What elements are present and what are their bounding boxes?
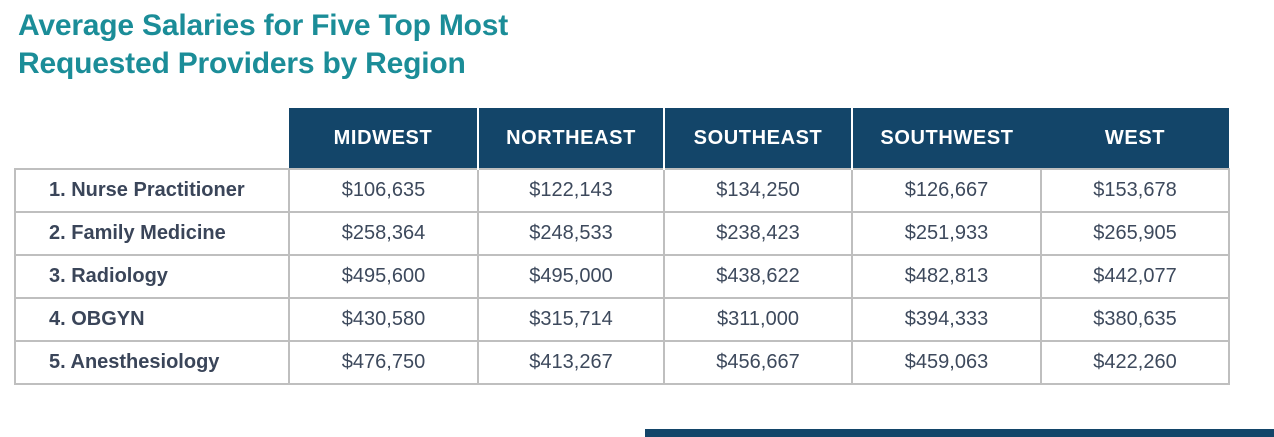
- salary-cell: $311,000: [663, 297, 853, 342]
- page-title-line1: Average Salaries for Five Top Most: [18, 9, 509, 42]
- cutoff-navy-bar: [645, 429, 1274, 437]
- table-row: 5. Anesthesiology $476,750 $413,267 $456,66…: [14, 340, 1230, 385]
- salary-cell: $153,678: [1040, 168, 1230, 213]
- salary-cell: $248,533: [477, 211, 665, 256]
- region-header-northeast: NORTHEAST: [478, 108, 665, 169]
- salary-cell: $495,600: [288, 254, 479, 299]
- salary-cell: $482,813: [851, 254, 1042, 299]
- salary-cell: $238,423: [663, 211, 853, 256]
- provider-label: 2. Family Medicine: [14, 211, 290, 256]
- salary-cell: $134,250: [663, 168, 853, 213]
- salary-cell: $258,364: [288, 211, 479, 256]
- region-header-west: WEST: [1041, 108, 1229, 169]
- salary-cell: $430,580: [288, 297, 479, 342]
- salary-cell: $265,905: [1040, 211, 1230, 256]
- table-body: 1. Nurse Practitioner $106,635 $122,143 $13…: [14, 168, 1230, 385]
- table-header: MIDWEST NORTHEAST SOUTHEAST SOUTHWEST WEST: [15, 108, 1229, 169]
- table-row: 1. Nurse Practitioner $106,635 $122,143 $13…: [14, 168, 1230, 213]
- provider-label: 4. OBGYN: [14, 297, 290, 342]
- table-header-row: MIDWEST NORTHEAST SOUTHEAST SOUTHWEST WEST: [15, 108, 1229, 169]
- region-header-midwest: MIDWEST: [289, 108, 479, 169]
- page-title-line2: Requested Providers by Region: [18, 47, 466, 80]
- table-row: 3. Radiology $495,600 $495,000 $438,622 $482…: [14, 254, 1230, 299]
- salary-cell: $422,260: [1040, 340, 1230, 385]
- salary-cell: $438,622: [663, 254, 853, 299]
- salary-cell: $380,635: [1040, 297, 1230, 342]
- salary-cell: $459,063: [851, 340, 1042, 385]
- salary-table: MIDWEST NORTHEAST SOUTHEAST SOUTHWEST WEST 1…: [14, 108, 1230, 385]
- region-header-southeast: SOUTHEAST: [664, 108, 853, 169]
- table-corner-spacer: [15, 108, 289, 169]
- salary-cell: $495,000: [477, 254, 665, 299]
- provider-label: 3. Radiology: [14, 254, 290, 299]
- salary-cell: $122,143: [477, 168, 665, 213]
- salary-cell: $413,267: [477, 340, 665, 385]
- salary-cell: $442,077: [1040, 254, 1230, 299]
- salary-cell: $456,667: [663, 340, 853, 385]
- salary-cell: $476,750: [288, 340, 479, 385]
- salary-cell: $251,933: [851, 211, 1042, 256]
- region-header-southwest: SOUTHWEST: [852, 108, 1041, 169]
- provider-label: 1. Nurse Practitioner: [14, 168, 290, 213]
- table-row: 2. Family Medicine $258,364 $248,533 $238,4…: [14, 211, 1230, 256]
- salary-cell: $394,333: [851, 297, 1042, 342]
- salary-cell: $315,714: [477, 297, 665, 342]
- salary-cell: $106,635: [288, 168, 479, 213]
- page-title: Average Salaries for Five Top Most Reque…: [18, 7, 508, 83]
- provider-label: 5. Anesthesiology: [14, 340, 290, 385]
- salary-cell: $126,667: [851, 168, 1042, 213]
- table-row: 4. OBGYN $430,580 $315,714 $311,000 $394,333…: [14, 297, 1230, 342]
